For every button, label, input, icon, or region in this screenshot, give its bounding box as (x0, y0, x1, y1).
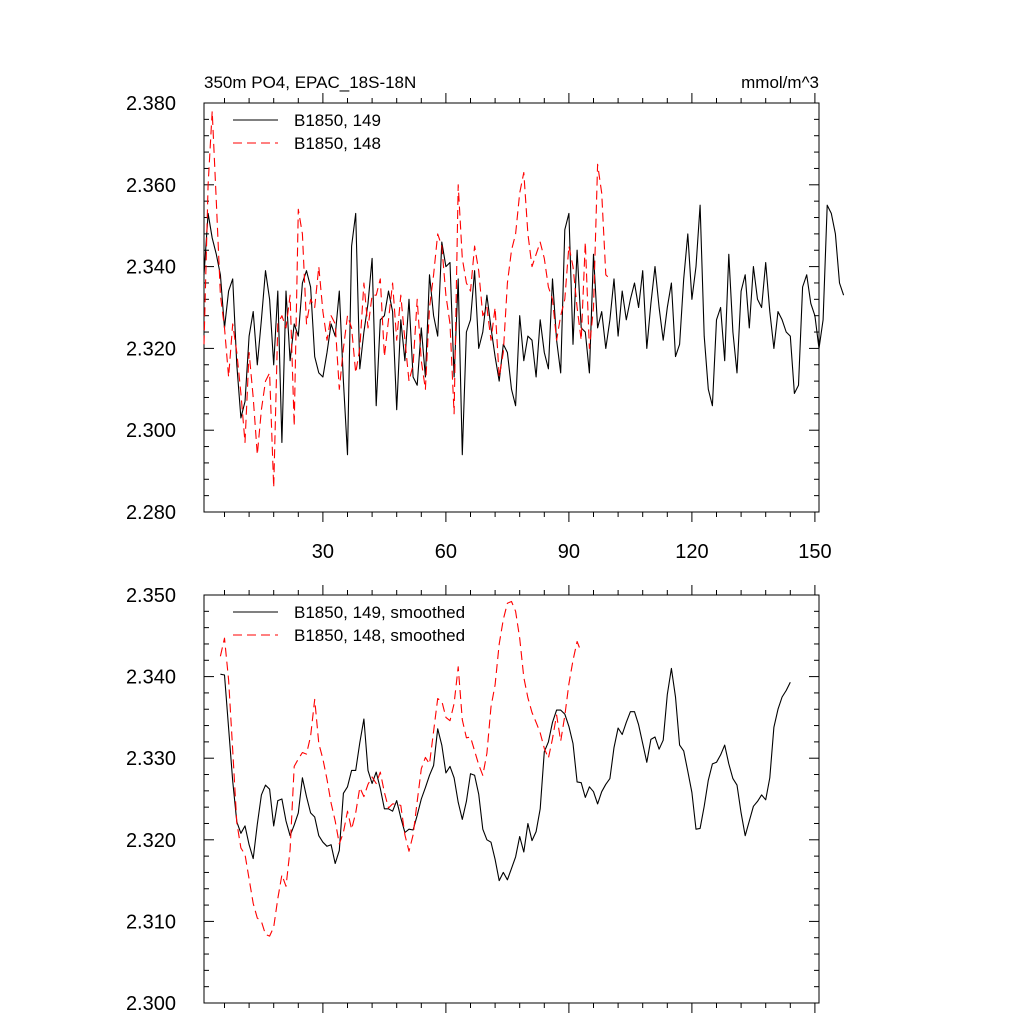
top-series-line-149 (203, 204, 845, 456)
top-plot-frame (203, 102, 820, 513)
top-series-line-148 (203, 110, 611, 489)
units-label: mmol/m^3 (741, 73, 819, 92)
bottom-plot-frame (203, 594, 820, 1004)
top-y-tick-label: 2.360 (126, 175, 176, 197)
bottom-series-line-148 (219, 600, 582, 937)
top-axes: 30 60 90 120 150 2.280 2.300 2.320 2.340 2.360 2.3… (126, 93, 832, 563)
top-x-tick-label: 150 (798, 541, 831, 563)
bottom-legend: B1850, 149, smoothed B1850, 148, smoothe… (233, 603, 465, 645)
bottom-series-line-149 (220, 667, 791, 882)
bottom-y-tick-label: 2.350 (126, 585, 176, 607)
bottom-y-tick-label: 2.310 (126, 911, 176, 933)
top-x-tick-label: 30 (312, 541, 334, 563)
top-x-tick-label: 60 (435, 541, 457, 563)
top-y-tick-label: 2.280 (126, 502, 176, 524)
top-y-tick-label: 2.320 (126, 338, 176, 360)
top-x-tick-label: 90 (558, 541, 580, 563)
legend-label-149: B1850, 149 (294, 111, 381, 130)
top-panel: 350m PO4, EPAC_18S-18N mmol/m^3 30 60 90 12… (126, 73, 845, 563)
bottom-y-tick-label: 2.300 (126, 993, 176, 1015)
bottom-axes: 2.300 2.310 2.320 2.330 2.340 2.350 (126, 585, 820, 1015)
top-x-tick-label: 120 (675, 541, 708, 563)
bottom-panel: 2.300 2.310 2.320 2.330 2.340 2.350 B1850, 14… (126, 585, 820, 1015)
top-legend: B1850, 149 B1850, 148 (233, 111, 381, 153)
bottom-series-layer (219, 600, 791, 937)
legend-label-148: B1850, 148 (294, 134, 381, 153)
bottom-y-tick-label: 2.340 (126, 667, 176, 689)
top-y-tick-label: 2.380 (126, 93, 176, 115)
legend-label-149-smoothed: B1850, 149, smoothed (294, 603, 465, 622)
bottom-y-tick-label: 2.330 (126, 748, 176, 770)
top-y-tick-label: 2.300 (126, 420, 176, 442)
top-y-tick-label: 2.340 (126, 257, 176, 279)
bottom-y-tick-label: 2.320 (126, 830, 176, 852)
top-series-layer (203, 110, 845, 489)
chart-title: 350m PO4, EPAC_18S-18N (204, 73, 416, 92)
legend-label-148-smoothed: B1850, 148, smoothed (294, 626, 465, 645)
